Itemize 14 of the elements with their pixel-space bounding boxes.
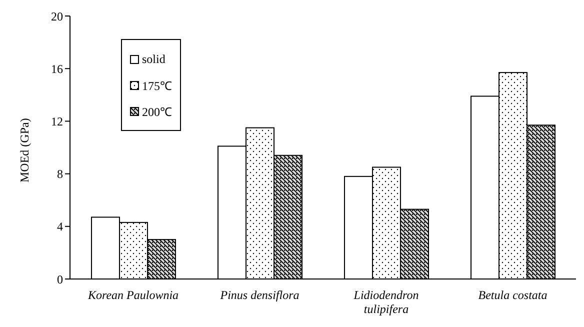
y-tick-label: 4: [57, 220, 63, 234]
y-tick-label: 20: [51, 9, 63, 24]
x-tick-label: Betula costata: [478, 288, 548, 302]
legend-label: 200℃: [142, 104, 172, 120]
y-tick-label: 0: [57, 272, 63, 286]
y-tick-label: 16: [51, 62, 63, 76]
x-tick-label: Lidiodendron tulipifera: [352, 288, 419, 316]
x-tick-label: Pinus densiflora: [219, 288, 300, 302]
x-tick-label: Korean Paulownia: [86, 288, 179, 302]
legend-label: 175℃: [142, 78, 172, 94]
y-tick-label: 12: [51, 114, 63, 128]
y-axis-title: MOEd (GPa): [17, 118, 32, 182]
legend-label: solid: [142, 52, 166, 66]
y-tick-label: 8: [57, 167, 63, 182]
